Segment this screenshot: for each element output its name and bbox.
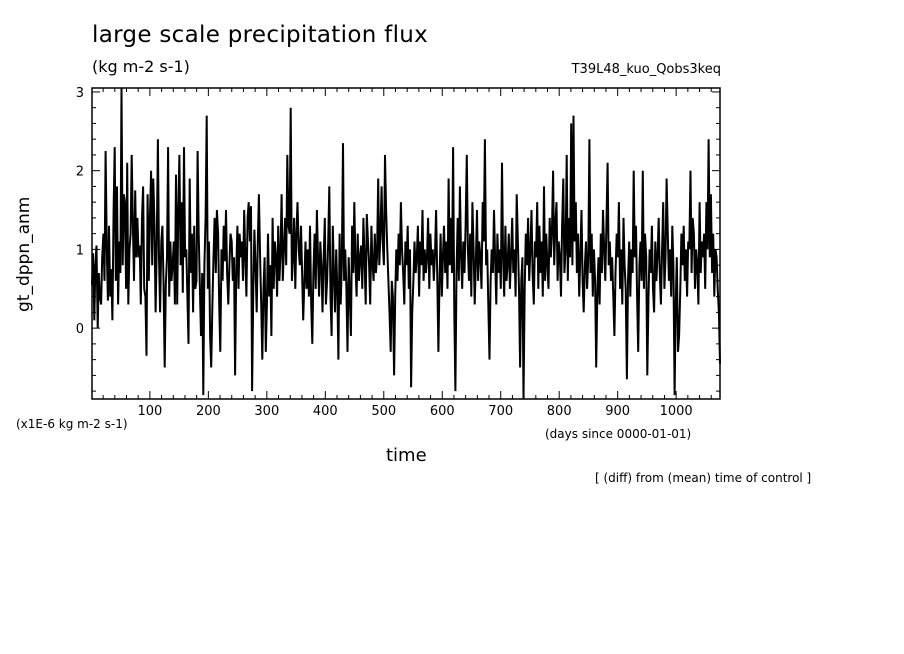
y-tick-label: 3 xyxy=(76,86,84,101)
x-tick-label: 100 xyxy=(137,404,162,419)
chart-title: large scale precipitation flux xyxy=(92,22,429,48)
series-line xyxy=(91,87,721,400)
run-label: T39L48_kuo_Qobs3keq xyxy=(571,62,721,77)
x-tick-label: 600 xyxy=(430,404,455,419)
x-unit-note: (days since 0000-01-01) xyxy=(545,427,692,441)
plot-frame xyxy=(91,87,721,400)
x-tick-label: 300 xyxy=(254,404,279,419)
x-tick-label: 700 xyxy=(488,404,513,419)
x-tick-label: 900 xyxy=(605,404,630,419)
y-tick-label: 1 xyxy=(76,243,84,258)
y-tick-label: 0 xyxy=(76,322,84,337)
x-axis-label: time xyxy=(386,445,427,466)
x-tick-label: 800 xyxy=(547,404,572,419)
x-tick-label: 1000 xyxy=(660,404,693,419)
x-tick-label: 200 xyxy=(196,404,221,419)
y-scale-note: (x1E-6 kg m-2 s-1) xyxy=(16,417,128,431)
x-tick-label: 500 xyxy=(371,404,396,419)
x-tick-label: 400 xyxy=(313,404,338,419)
chart-subtitle: (kg m-2 s-1) xyxy=(92,57,190,76)
footnote: [ (diff) from (mean) time of control ] xyxy=(595,471,812,485)
y-tick-label: 2 xyxy=(76,165,84,180)
